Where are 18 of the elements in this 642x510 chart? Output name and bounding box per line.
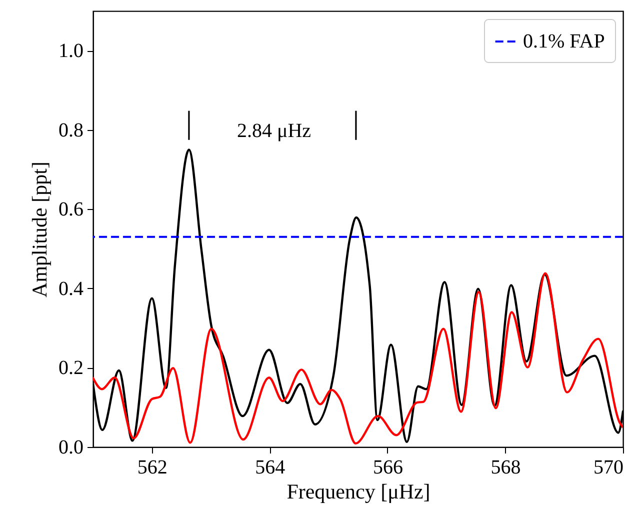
y-tick-label: 0.6: [58, 198, 84, 221]
x-tick-label: 566: [372, 456, 403, 478]
y-tick-label: 0.8: [58, 119, 84, 142]
annotation: |: [186, 104, 192, 140]
legend-label: 0.1% FAP: [523, 30, 605, 52]
y-axis-title: Amplitude [ppt]: [28, 162, 52, 298]
y-tick-label: 1.0: [58, 40, 84, 62]
annotation: |: [352, 104, 360, 140]
y-tick-label: 0.4: [58, 278, 84, 300]
x-tick-label: 570: [594, 456, 624, 478]
annotation: 2.84 μHz: [236, 120, 312, 142]
y-tick-label: 0.2: [58, 357, 84, 380]
y-tick-label: 0.0: [58, 436, 84, 458]
x-tick-label: 564: [255, 456, 286, 478]
x-tick-label: 562: [137, 456, 168, 478]
x-tick-label: 568: [490, 456, 521, 478]
x-axis-title: Frequency [μHz]: [286, 480, 430, 504]
line-series: [93, 272, 623, 445]
